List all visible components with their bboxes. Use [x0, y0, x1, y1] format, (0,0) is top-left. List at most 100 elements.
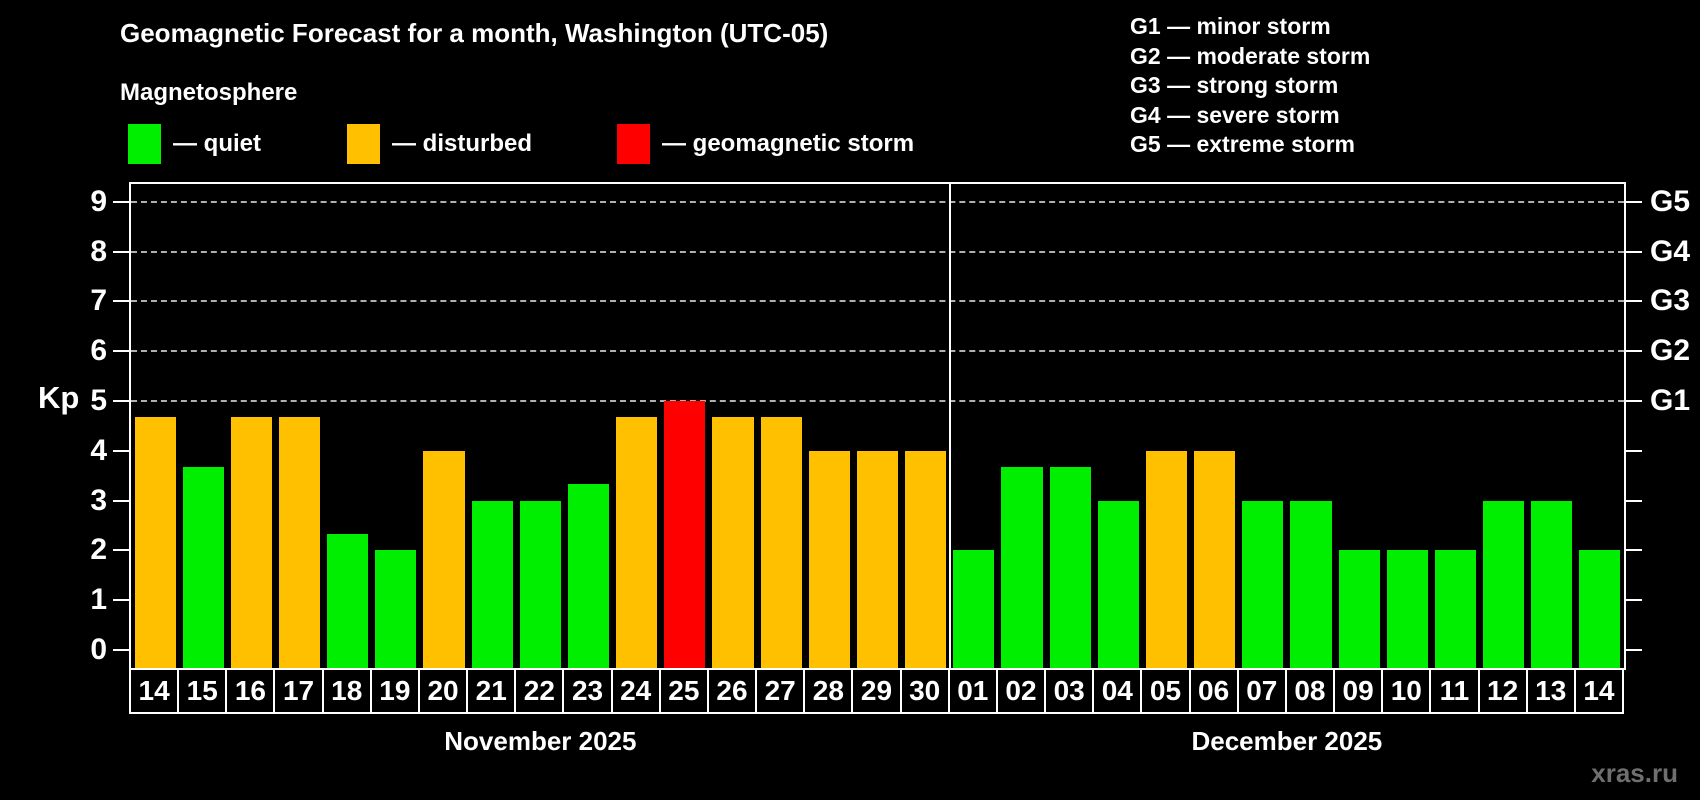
g-scale-label-G2: G2 [1650, 334, 1691, 368]
y-axis-tick-right [1626, 599, 1642, 602]
kp-bar [1049, 467, 1091, 668]
y-tick-label: 3 [90, 483, 107, 517]
kp-bar [1338, 550, 1380, 668]
kp-bar [567, 484, 610, 668]
date-label: 29 [851, 668, 902, 714]
kp-bar [1483, 500, 1525, 668]
month-label: December 2025 [1191, 726, 1383, 756]
y-axis-label: Kp [38, 380, 80, 415]
date-label: 25 [658, 668, 709, 714]
y-axis-tick-right [1626, 250, 1642, 253]
date-label: 13 [1525, 668, 1576, 714]
kp-bar [1194, 450, 1236, 668]
kp-bar [327, 533, 369, 668]
date-label: 06 [1188, 668, 1239, 714]
gridline-kp7 [131, 300, 1624, 303]
date-label: 24 [610, 668, 661, 714]
y-tick-label: 7 [90, 284, 107, 318]
kp-bar [471, 500, 513, 668]
date-label: 14 [1573, 668, 1624, 714]
g-scale-label-G4: G4 [1650, 234, 1691, 268]
y-axis-tick-right [1626, 499, 1642, 502]
date-label: 26 [706, 668, 758, 714]
gridline-kp9 [131, 200, 1624, 203]
g-scale-label-G3: G3 [1650, 284, 1691, 318]
date-label: 21 [466, 668, 517, 714]
y-axis-tick [113, 200, 129, 203]
kp-bar [182, 467, 224, 668]
date-label: 27 [755, 668, 806, 714]
storm-scale-line: G5 — extreme storm [1130, 131, 1355, 157]
month-divider [948, 184, 951, 668]
storm-scale-line: G3 — strong storm [1130, 72, 1339, 98]
date-label: 30 [899, 668, 950, 714]
y-tick-label: 2 [90, 533, 107, 567]
kp-bar [1242, 500, 1284, 668]
y-axis-tick-right [1626, 549, 1642, 552]
kp-bar [760, 417, 802, 668]
kp-bar [134, 417, 176, 668]
date-label: 03 [1044, 668, 1095, 714]
y-tick-label: 9 [90, 184, 107, 218]
date-label: 17 [273, 668, 324, 714]
date-label: 15 [177, 668, 228, 714]
y-tick-label: 5 [90, 384, 107, 417]
kp-bar [1001, 467, 1043, 668]
date-label: 11 [1429, 668, 1480, 714]
legend-item-disturbed: — disturbed [347, 123, 532, 165]
date-label: 23 [562, 668, 613, 714]
kp-bar [1145, 450, 1188, 668]
y-axis-tick-right [1626, 350, 1642, 353]
kp-bar [278, 417, 321, 668]
y-tick-label: 4 [90, 433, 107, 467]
kp-bar [1097, 500, 1139, 668]
date-label: 01 [947, 668, 998, 714]
date-label: 22 [514, 668, 565, 714]
y-axis-tick [113, 350, 129, 353]
date-label: 20 [417, 668, 469, 714]
plot-area [129, 182, 1626, 670]
y-tick-label: 1 [90, 583, 107, 617]
y-axis-tick [113, 649, 129, 651]
kp-bar [1434, 550, 1476, 668]
legend-item-quiet: — quiet [128, 123, 261, 165]
y-axis-tick-right [1626, 300, 1642, 303]
month-label: November 2025 [444, 726, 637, 756]
date-label: 02 [995, 668, 1047, 714]
y-axis-tick [113, 400, 129, 402]
kp-bar [1290, 500, 1332, 668]
date-label: 19 [369, 668, 420, 714]
storm-scale-line: G1 — minor storm [1130, 13, 1331, 39]
kp-bar [808, 450, 850, 668]
quiet-color-swatch [128, 124, 161, 164]
date-label: 05 [1140, 668, 1191, 714]
kp-bar [423, 450, 465, 668]
y-axis-tick [113, 499, 129, 502]
gridline-kp5 [131, 400, 1624, 402]
g-scale-label-G5: G5 [1650, 184, 1691, 218]
y-axis-tick [113, 599, 129, 602]
storm-scale-legend: G1 — minor storm G2 — moderate storm G3 … [1130, 12, 1370, 160]
date-label: 18 [321, 668, 372, 714]
date-label: 12 [1477, 668, 1528, 714]
legend-item-storm: — geomagnetic storm [617, 123, 914, 165]
date-label: 16 [225, 668, 276, 714]
chart-subtitle: Magnetosphere [120, 79, 298, 106]
kp-bar [230, 417, 272, 668]
y-axis-tick-right [1626, 200, 1642, 203]
y-axis-tick [113, 449, 129, 452]
kp-bar [712, 417, 754, 668]
y-axis-tick-right [1626, 449, 1642, 452]
storm-scale-line: G2 — moderate storm [1130, 42, 1371, 69]
kp-bar [519, 500, 561, 668]
gridline-kp6 [131, 350, 1624, 353]
kp-bar [953, 550, 995, 668]
gridline-kp8 [131, 250, 1624, 253]
disturbed-color-swatch [347, 124, 380, 164]
kp-bar [905, 450, 947, 668]
g-scale-label-G1: G1 [1650, 384, 1691, 417]
date-label: 07 [1236, 668, 1287, 714]
y-axis-tick [113, 549, 129, 552]
y-tick-label: 8 [90, 234, 107, 268]
date-label: 04 [1092, 668, 1143, 714]
